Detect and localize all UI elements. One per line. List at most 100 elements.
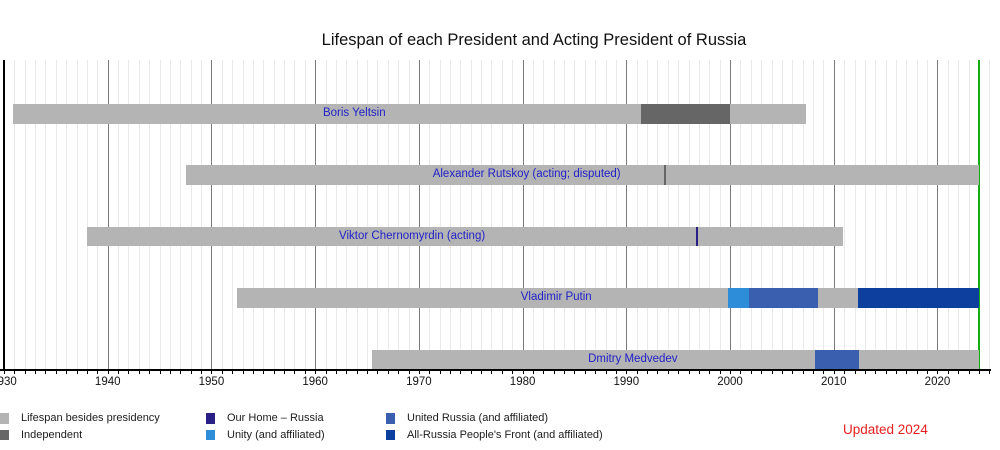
axis-tick-1945 [159, 370, 161, 374]
gridline-1977 [491, 60, 493, 369]
axis-tick-1943 [138, 370, 140, 374]
gridline-1969 [408, 60, 410, 369]
axis-tick-2022 [958, 370, 960, 374]
axis-tick-2020 [937, 370, 939, 374]
gridline-1984 [564, 60, 566, 369]
axis-year-label: 1980 [509, 376, 536, 388]
axis-tick-1996 [688, 370, 690, 374]
gridline-1932 [24, 60, 26, 369]
gridline-1958 [294, 60, 296, 369]
gridline-1966 [377, 60, 379, 369]
axis-year-label: 2010 [820, 376, 847, 388]
axis-tick-1946 [169, 370, 171, 374]
gridline-1979 [512, 60, 514, 369]
gridline-1995 [678, 60, 680, 369]
axis-tick-2013 [864, 370, 866, 374]
axis-tick-1999 [719, 370, 721, 374]
axis-tick-1988 [605, 370, 607, 374]
bar-segment-lifespan [817, 288, 858, 308]
axis-tick-1936 [66, 370, 68, 374]
axis-tick-1947 [180, 370, 182, 374]
axis-tick-1955 [263, 370, 265, 374]
axis-tick-1974 [460, 370, 462, 374]
bar-segment-lifespan [237, 288, 729, 308]
axis-tick-2023 [968, 370, 970, 374]
chart-title: Lifespan of each President and Acting Pr… [321, 31, 747, 49]
gridline-1942 [128, 60, 130, 369]
gridline-1952 [232, 60, 234, 369]
axis-tick-1932 [24, 370, 26, 374]
axis-tick-2009 [823, 370, 825, 374]
bar-segment-lifespan [858, 349, 979, 370]
gridline-1982 [543, 60, 545, 369]
axis-tick-1998 [709, 370, 711, 374]
presidency-tick-independent [664, 165, 667, 185]
legend-swatch-independent [0, 429, 9, 440]
axis-tick-1982 [543, 370, 545, 374]
gridline-1948 [190, 60, 192, 369]
gridline-2017 [906, 60, 908, 369]
axis-tick-1958 [294, 370, 296, 374]
axis-tick-1948 [190, 370, 192, 374]
axis-tick-1978 [501, 370, 503, 374]
updated-note: Updated 2024 [843, 422, 928, 437]
axis-tick-1965 [367, 370, 369, 374]
axis-tick-1968 [398, 370, 400, 374]
gridline-1970 [418, 60, 420, 369]
axis-tick-2024 [978, 370, 980, 374]
axis-tick-1952 [232, 370, 234, 374]
gridline-1992 [647, 60, 649, 369]
gridline-1934 [45, 60, 47, 369]
axis-year-label: 1940 [94, 376, 121, 388]
axis-tick-1966 [377, 370, 379, 374]
axis-tick-1987 [595, 370, 597, 374]
gridline-1937 [76, 60, 78, 369]
bar-segment-lifespan [86, 226, 844, 247]
axis-tick-1963 [346, 370, 348, 374]
axis-tick-2017 [906, 370, 908, 374]
axis-tick-2014 [875, 370, 877, 374]
bar-segment-lifespan [371, 349, 816, 370]
gridline-1967 [387, 60, 389, 369]
axis-tick-1931 [14, 370, 16, 374]
axis-tick-1967 [387, 370, 389, 374]
axis-tick-1961 [325, 370, 327, 374]
legend-label: Our Home – Russia [227, 412, 324, 424]
axis-year-label: 2020 [924, 376, 951, 388]
y-axis-line [3, 60, 5, 369]
gridline-1954 [252, 60, 254, 369]
gridline-1989 [615, 60, 617, 369]
axis-tick-2006 [792, 370, 794, 374]
gridline-1957 [284, 60, 286, 369]
axis-tick-1985 [574, 370, 576, 374]
gridline-1965 [367, 60, 369, 369]
axis-tick-1954 [252, 370, 254, 374]
gridline-1994 [667, 60, 669, 369]
axis-tick-2025 [989, 370, 991, 374]
gridline-1941 [118, 60, 120, 369]
gridline-1964 [356, 60, 358, 369]
axis-tick-2008 [813, 370, 815, 374]
gridline-2015 [885, 60, 887, 369]
legend-label: Unity (and affiliated) [227, 428, 325, 441]
axis-year-label: 1930 [0, 376, 17, 388]
gridline-2010 [833, 60, 835, 369]
gridline-2016 [895, 60, 897, 369]
axis-tick-1942 [128, 370, 130, 374]
axis-tick-1983 [553, 370, 555, 374]
axis-tick-1970 [418, 370, 420, 374]
gridline-1974 [460, 60, 462, 369]
axis-tick-1979 [512, 370, 514, 374]
legend-swatch-unity [206, 429, 215, 440]
gridline-2001 [740, 60, 742, 369]
legend-label: All-Russia People's Front (and affiliate… [407, 428, 603, 441]
gridline-1996 [688, 60, 690, 369]
gridline-1962 [335, 60, 337, 369]
gridline-2013 [864, 60, 866, 369]
gridline-1940 [107, 60, 109, 369]
gridline-1959 [304, 60, 306, 369]
person-name-label: Alexander Rutskoy (acting; disputed) [432, 168, 621, 181]
gridline-2004 [771, 60, 773, 369]
axis-tick-1933 [35, 370, 37, 374]
axis-tick-2021 [947, 370, 949, 374]
